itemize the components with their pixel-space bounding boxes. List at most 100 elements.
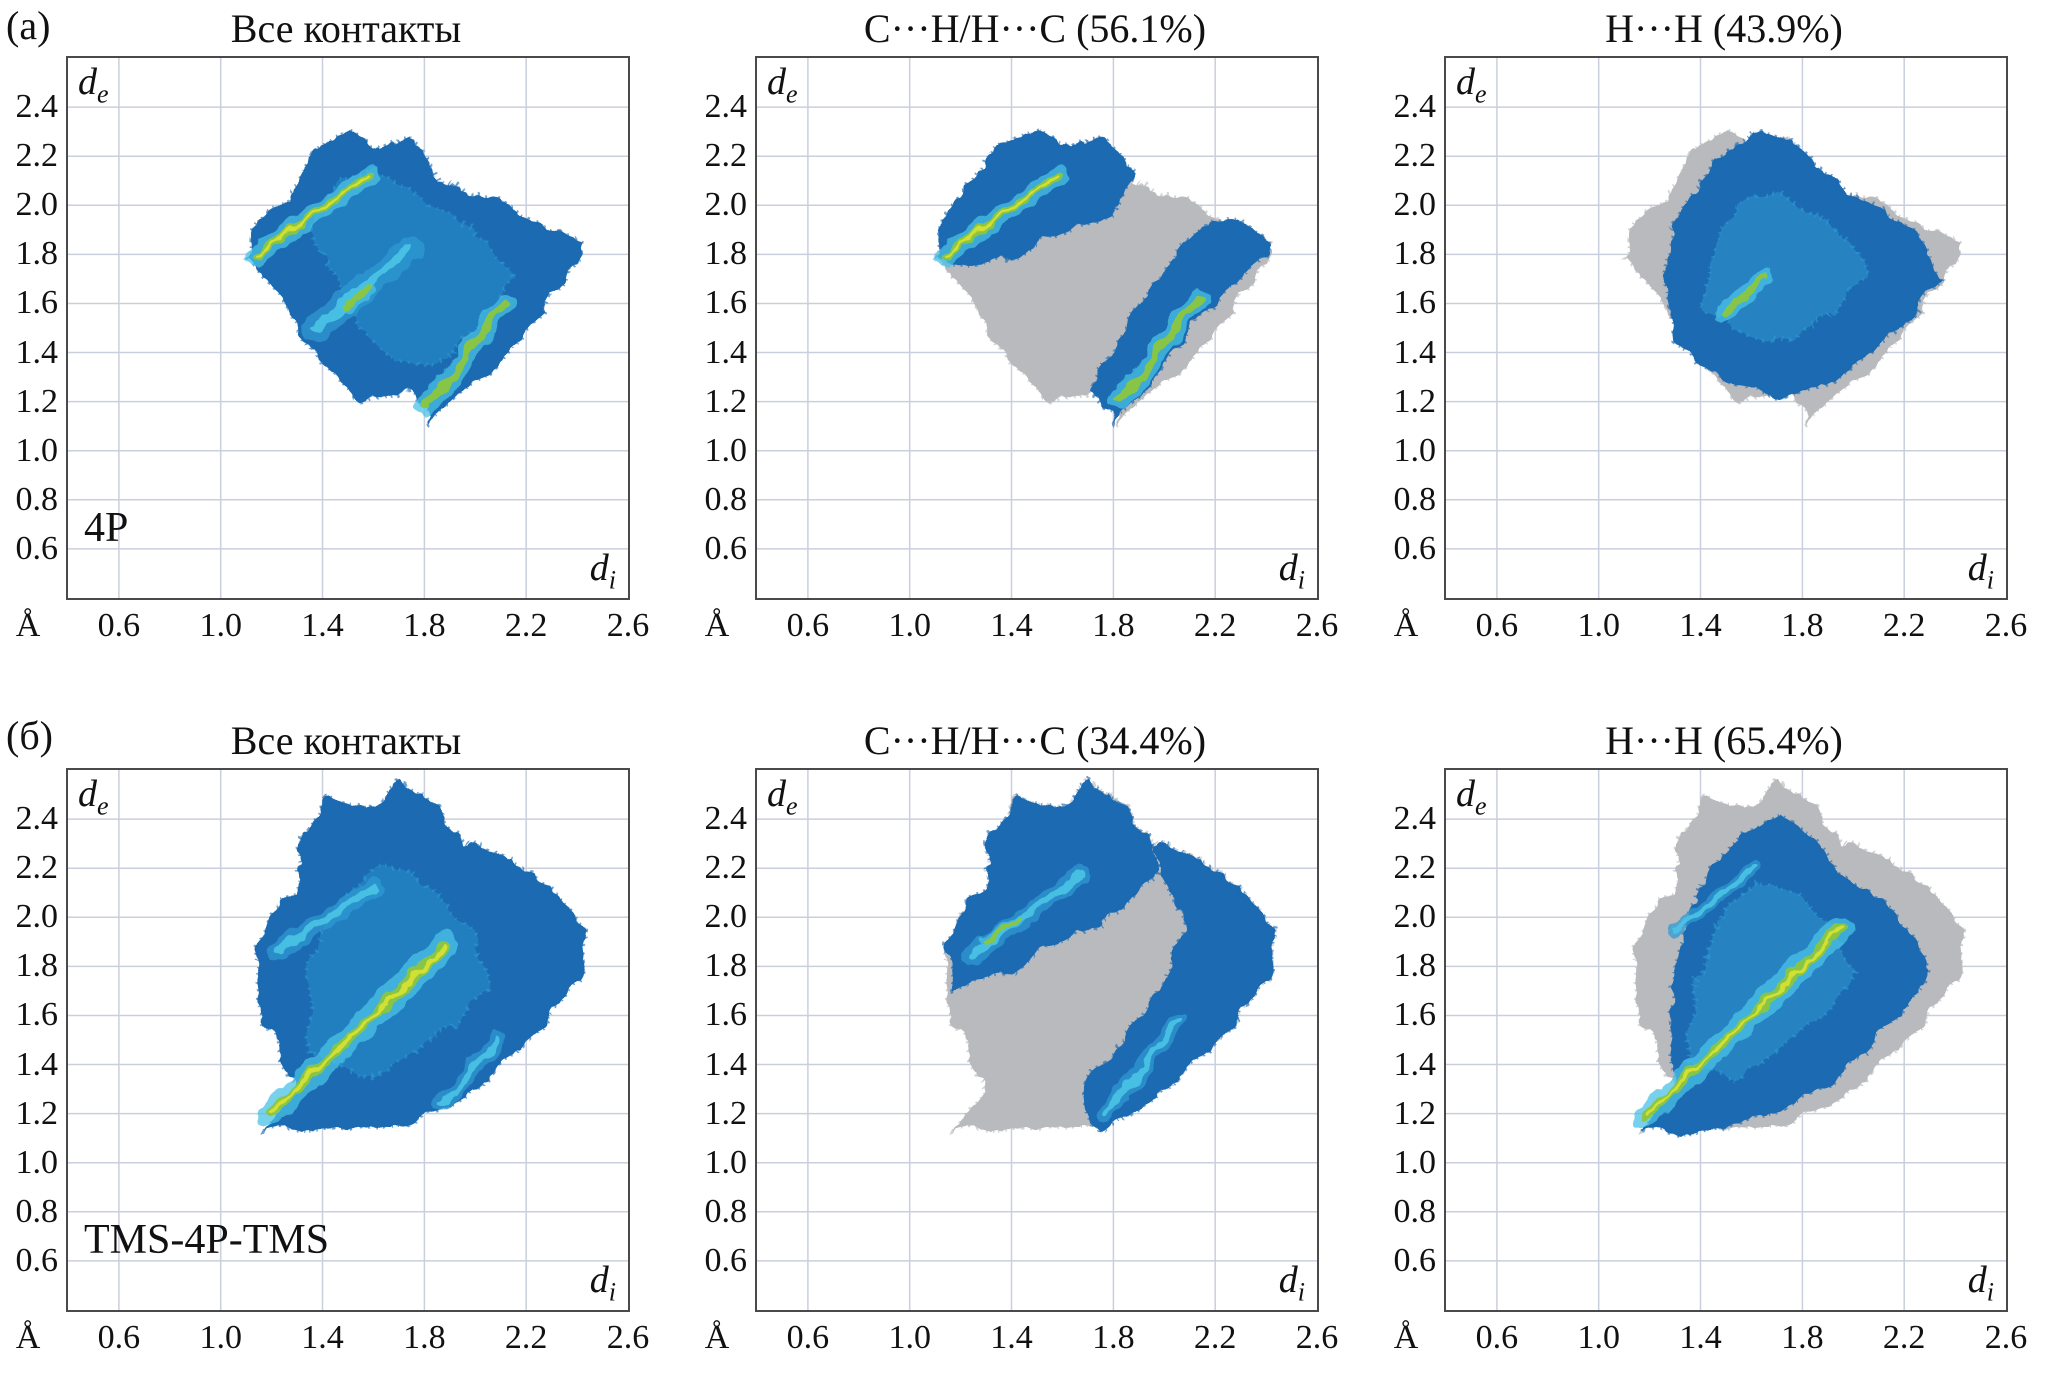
y-tick-label: 1.2 (15, 1094, 59, 1132)
y-tick-label: 2.2 (15, 849, 59, 887)
y-tick-label: 0.8 (1393, 1192, 1437, 1230)
y-tick-label: 2.4 (704, 800, 748, 838)
y-tick-label: 1.0 (15, 431, 59, 469)
panel-a-hh-contacts: H···H (43.9%) de di Å 2.4 2.2 2.0 1.8 1.6 1.4… (1378, 6, 2067, 644)
y-axis-label-sub: e (97, 79, 109, 109)
y-tick-label: 1.4 (1393, 333, 1437, 371)
x-tick-label: 2.2 (1882, 1319, 1926, 1356)
y-tick-label: 2.0 (704, 186, 748, 224)
x-axis-label-sub: i (1986, 566, 1994, 595)
x-tick-label: 1.8 (1781, 1319, 1824, 1356)
y-axis-label: de (767, 60, 798, 110)
y-tick-label: 2.0 (704, 898, 748, 936)
panel-title: C···H/H···C (34.4%) (863, 718, 1207, 763)
fingerprint-plot (68, 58, 628, 598)
y-axis-label-letter: d (1456, 773, 1475, 815)
y-tick-label: 1.0 (1393, 431, 1437, 469)
x-axis-label-sub: i (608, 566, 616, 595)
x-tick-label: 1.0 (1577, 1319, 1620, 1356)
y-axis-label-letter: d (78, 61, 97, 103)
x-tick-label: 0.6 (97, 1319, 141, 1356)
x-tick-label: 2.6 (1295, 607, 1339, 644)
x-axis-label-sub: i (1986, 1278, 1994, 1307)
y-tick-label: 0.8 (704, 1192, 748, 1230)
x-axis-label: di (1279, 546, 1305, 596)
x-axis-label-letter: d (589, 547, 609, 590)
x-axis-label-letter: d (1278, 1259, 1298, 1302)
x-tick-label: 0.6 (786, 607, 830, 644)
x-tick-label: 1.4 (301, 607, 344, 644)
x-tick-label: 2.2 (504, 1319, 548, 1356)
x-tick-label: 1.4 (990, 1319, 1033, 1356)
y-tick-label: 1.0 (1393, 1143, 1437, 1181)
y-tick-label: 1.4 (15, 1045, 59, 1083)
x-axis-label: di (1968, 1258, 1994, 1308)
panel-title: Все контакты (230, 6, 462, 51)
x-axis-label: di (1279, 1258, 1305, 1308)
compound-label: 4P (84, 505, 129, 551)
y-axis-label: de (1456, 772, 1487, 822)
y-tick-label: 1.2 (1393, 1094, 1437, 1132)
x-tick-label: 2.6 (1295, 1319, 1339, 1356)
y-tick-label: 1.0 (704, 1143, 748, 1181)
x-tick-label: 1.4 (301, 1319, 344, 1356)
y-tick-label: 2.0 (15, 186, 59, 224)
x-tick-label: 0.6 (97, 607, 141, 644)
plot-area: de di TMS-4P-TMS Å 2.4 2.2 2.0 1.8 1.6 1.4 1.2… (16, 768, 649, 1356)
y-tick-label: 2.4 (15, 88, 59, 126)
x-tick-label: 2.6 (1984, 607, 2028, 644)
x-axis-label-sub: i (1297, 566, 1305, 595)
x-tick-label: 1.0 (1577, 607, 1620, 644)
y-tick-label: 1.2 (15, 382, 59, 420)
axis-unit-label: Å (1393, 1319, 1419, 1356)
compound-label: TMS-4P-TMS (84, 1217, 330, 1263)
y-tick-label: 2.0 (1393, 898, 1437, 936)
x-tick-label: 1.0 (888, 1319, 931, 1356)
x-tick-label: 1.4 (1679, 1319, 1722, 1356)
panel-title: H···H (43.9%) (1605, 6, 1843, 51)
y-axis-label: de (78, 60, 109, 110)
y-axis-label-sub: e (1475, 791, 1487, 821)
y-tick-label: 0.6 (15, 1241, 59, 1279)
x-tick-label: 1.8 (403, 1319, 446, 1356)
y-tick-label: 2.4 (704, 88, 748, 126)
fingerprint-plot (1446, 58, 2006, 598)
y-tick-label: 0.6 (704, 1241, 748, 1279)
y-axis-label: de (1456, 60, 1487, 110)
plot-area: de di Å 2.4 2.2 2.0 1.8 1.6 1.4 1.2 1.0 0.8 0.6 0.… (705, 56, 1338, 644)
fingerprint-plot (757, 770, 1317, 1310)
x-tick-label: 1.4 (990, 607, 1033, 644)
y-tick-label: 1.4 (15, 333, 59, 371)
x-axis-label-sub: i (1297, 1278, 1305, 1307)
x-tick-label: 1.8 (1781, 607, 1824, 644)
y-axis-label-letter: d (767, 61, 786, 103)
y-tick-label: 0.6 (704, 529, 748, 567)
y-tick-label: 0.6 (15, 529, 59, 567)
x-tick-label: 0.6 (1475, 1319, 1519, 1356)
y-axis-label-sub: e (1475, 79, 1487, 109)
y-tick-label: 1.6 (704, 284, 748, 322)
y-tick-label: 0.6 (1393, 529, 1437, 567)
x-tick-label: 0.6 (1475, 607, 1519, 644)
panel-title: Все контакты (230, 718, 462, 763)
axis-unit-label: Å (704, 607, 730, 644)
plot-area: de di Å 2.4 2.2 2.0 1.8 1.6 1.4 1.2 1.0 0.8 0.6 0.… (705, 768, 1338, 1356)
fingerprint-plot (757, 58, 1317, 598)
x-tick-label: 2.6 (1984, 1319, 2028, 1356)
panel-a-all-contacts: Все контакты de di 4P Å 2.4 2.2 2.0 1.8 1.6 1… (0, 6, 689, 644)
x-tick-label: 2.2 (1882, 607, 1926, 644)
y-tick-label: 1.6 (1393, 996, 1437, 1034)
y-tick-label: 2.4 (1393, 800, 1437, 838)
panel-title: H···H (65.4%) (1605, 718, 1843, 763)
y-tick-label: 2.4 (15, 800, 59, 838)
fingerprint-plot (1446, 770, 2006, 1310)
plot-area: de di 4P Å 2.4 2.2 2.0 1.8 1.6 1.4 1.2 1.0 0.8 0.… (16, 56, 649, 644)
axis-unit-label: Å (15, 1319, 41, 1356)
y-tick-label: 1.8 (15, 235, 59, 273)
x-axis-label: di (590, 546, 616, 596)
y-tick-label: 1.2 (704, 1094, 748, 1132)
y-tick-label: 0.8 (704, 480, 748, 518)
x-tick-label: 1.0 (888, 607, 931, 644)
panel-b-all-contacts: Все контакты de di TMS-4P-TMS Å 2.4 2.2 2.… (0, 718, 689, 1356)
